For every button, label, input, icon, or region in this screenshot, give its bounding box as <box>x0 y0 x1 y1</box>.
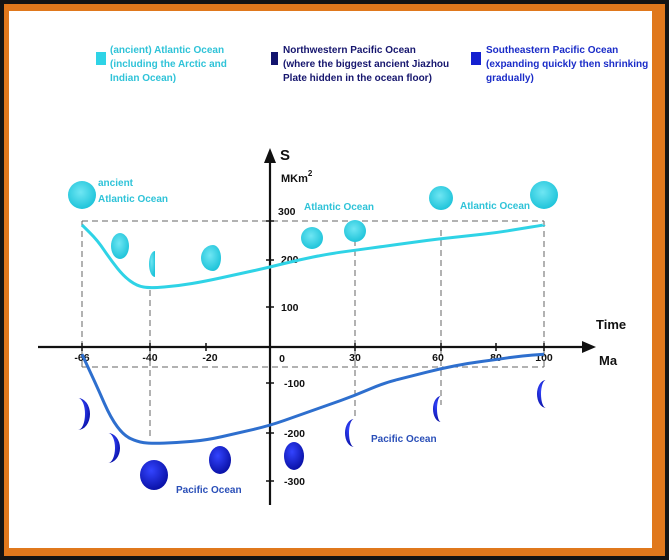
y-tick-label: 100 <box>281 302 299 314</box>
y-tick-label: -200 <box>284 428 305 440</box>
legend-southeastern-pacific: Southeastern Pacific Ocean (expanding qu… <box>471 44 648 86</box>
legend-northwestern-pacific: Northwestern Pacific Ocean (where the bi… <box>271 44 449 86</box>
x-tick-label: 0 <box>279 353 285 365</box>
northwestern-pacific-swatch <box>271 52 278 65</box>
y-unit-text: MKm <box>281 173 308 185</box>
y-tick-label: -100 <box>284 378 305 390</box>
pacific-ocean-icons <box>78 380 546 490</box>
axis-ticks <box>81 220 545 482</box>
atlantic-right-label: Atlantic Ocean <box>460 201 530 212</box>
atlantic-mid-label: Atlantic Ocean <box>304 202 374 213</box>
atlantic-swatch <box>96 52 106 65</box>
southeastern-pacific-swatch <box>471 52 481 65</box>
x-tick-label: -66 <box>74 352 89 364</box>
pacific-bottom-label: Pacific Ocean <box>176 485 242 496</box>
atlantic-ocean-icon <box>301 227 323 249</box>
pacific-mid-label: Pacific Ocean <box>371 434 437 445</box>
pacific-ocean-icon <box>78 398 90 430</box>
x-axis-label-time: Time <box>596 317 626 332</box>
y-tick-label: 300 <box>278 206 296 218</box>
atlantic-ocean-icon <box>111 233 129 259</box>
x-axis-label-unit: Ma <box>599 353 618 368</box>
atlantic-ocean-icon <box>201 245 221 271</box>
legend-northwestern-pacific-label: Northwestern Pacific Ocean (where the bi… <box>283 45 450 84</box>
pacific-ocean-icon <box>345 419 354 447</box>
atlantic-ocean-icon <box>68 181 96 209</box>
atlantic-ocean-icon <box>429 186 453 210</box>
x-axis-arrow <box>582 341 596 353</box>
atlantic-ocean-icon <box>149 251 155 277</box>
y-axis-arrow <box>264 148 276 163</box>
atlantic-ocean-icons <box>68 181 558 277</box>
series-line-pacific <box>80 352 545 445</box>
y-axis-unit: MKm2 <box>281 169 313 185</box>
y-tick-label: -300 <box>284 476 305 488</box>
legend-atlantic-label: (ancient) Atlantic Ocean (including the … <box>110 45 227 84</box>
x-tick-label: 30 <box>349 352 361 364</box>
pacific-ocean-icon <box>209 446 231 474</box>
x-tick-label: 60 <box>432 352 444 364</box>
guide-lines <box>81 220 545 440</box>
pacific-ocean-icon <box>537 380 546 408</box>
atlantic-ocean-icon <box>344 220 366 242</box>
y-axis-label: S <box>280 147 290 164</box>
legend-southeastern-pacific-label: Southeastern Pacific Ocean (expanding qu… <box>486 45 649 84</box>
atlantic-ocean-icon <box>530 181 558 209</box>
pacific-ocean-icon <box>433 396 441 422</box>
series-line-atlantic <box>80 223 546 290</box>
pacific-ocean-icon <box>284 442 304 470</box>
ancient-atlantic-label-1: ancient <box>98 178 134 189</box>
ancient-atlantic-label-2: Atlantic Ocean <box>98 194 168 205</box>
legend-atlantic: (ancient) Atlantic Ocean (including the … <box>96 44 227 86</box>
pacific-ocean-icon <box>108 433 120 463</box>
x-tick-label: -20 <box>202 352 217 364</box>
y-unit-sup: 2 <box>308 169 313 178</box>
x-tick-label: 80 <box>490 352 502 364</box>
x-tick-label: -40 <box>142 352 157 364</box>
pacific-ocean-icon <box>140 460 168 490</box>
